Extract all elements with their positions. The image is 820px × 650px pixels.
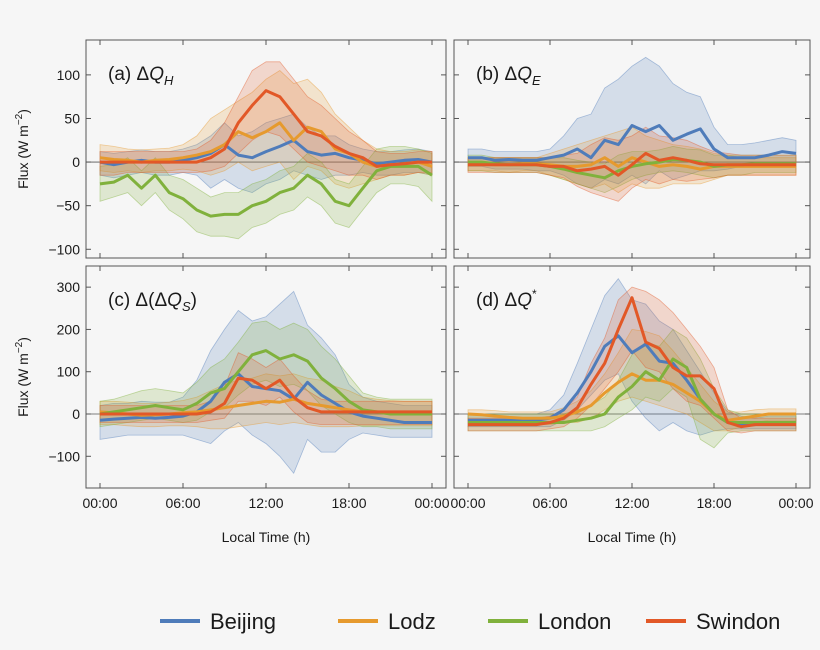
panel-c-title: (c) Δ(ΔQS) (108, 290, 197, 314)
panel-d-frame (453, 265, 811, 489)
panel-c-xtick-label: 06:00 (165, 495, 200, 511)
legend-item-beijing: Beijing (160, 609, 276, 634)
panel-c: 300 200 100 0 −100 00:00 06:00 12:00 18:00 00:00 L… (14, 265, 450, 545)
panel-a-ytick-label: 100 (57, 67, 81, 83)
panel-a-ylabel: Flux (W m−2) (14, 109, 31, 189)
panel-d-xtick-label: 00:00 (450, 495, 485, 511)
panel-c-ytick-label: 0 (72, 406, 80, 422)
panel-d-line-lodz (467, 372, 796, 422)
panel-a-ytick-label: −100 (48, 241, 80, 257)
panel-c-xtick-label: 12:00 (248, 495, 283, 511)
panel-c-xtick-label: 00:00 (82, 495, 117, 511)
panel-a-line-swindon (100, 89, 432, 168)
legend-item-swindon: Swindon (646, 609, 780, 634)
panel-d: 00:00 06:00 12:00 18:00 00:00 Local Time (h) (… (450, 265, 814, 545)
panel-b-band-lodz (467, 126, 797, 194)
legend-item-lodz: Lodz (338, 609, 436, 634)
panel-d-line-beijing (468, 334, 796, 427)
panel-c-xtick-label: 18:00 (331, 495, 366, 511)
panel-c-xlabel: Local Time (h) (222, 529, 311, 545)
panel-c-xtick-label: 00:00 (414, 495, 449, 511)
panel-a-band-swindon (99, 61, 433, 180)
panel-c-ytick-label: 200 (57, 321, 81, 337)
panel-a-ytick-label: 0 (72, 154, 80, 170)
panel-d-band-beijing (467, 278, 797, 436)
panel-c-line-swindon (100, 376, 432, 416)
panel-b: (b) ΔQE (453, 39, 811, 259)
panel-c-ytick-label: 100 (57, 364, 81, 380)
panel-c-ylabel: Flux (W m−2) (14, 337, 31, 417)
legend-label: Swindon (696, 609, 780, 634)
panel-d-line-london (468, 357, 796, 424)
panel-c-band-beijing (99, 290, 433, 474)
legend-label: Beijing (210, 609, 276, 634)
panel-d-title: (d) ΔQ* (476, 287, 537, 311)
panel-d-xlabel: Local Time (h) (588, 529, 677, 545)
legend-item-london: London (488, 609, 611, 634)
legend-label: London (538, 609, 611, 634)
panel-a-ytick-label: −50 (56, 198, 80, 214)
panel-a-title: (a) ΔQH (108, 64, 174, 88)
panel-a-ytick-label: 50 (64, 110, 80, 126)
panel-b-line-swindon (468, 151, 796, 177)
panel-b-frame (453, 39, 811, 259)
legend: Beijing Lodz London Swindon (160, 609, 780, 634)
panel-d-xtick-label: 00:00 (778, 495, 813, 511)
panel-d-line-swindon (468, 296, 796, 429)
panel-a-line-london (99, 164, 433, 218)
panel-c-ytick-label: 300 (57, 279, 81, 295)
panel-d-xtick-label: 06:00 (532, 495, 567, 511)
panel-c-frame (85, 265, 447, 489)
panel-c-ytick-label: −100 (48, 448, 80, 464)
panel-d-xtick-label: 18:00 (696, 495, 731, 511)
panel-d-xtick-label: 12:00 (614, 495, 649, 511)
panel-a-frame (85, 39, 447, 259)
panel-b-title: (b) ΔQE (476, 64, 541, 88)
legend-label: Lodz (388, 609, 436, 634)
panel-b-line-beijing (468, 124, 797, 162)
panel-a-band-london (99, 146, 433, 240)
panel-a: 100 50 0 −50 −100 Flux (W m−2) (a) ΔQH (14, 39, 447, 259)
